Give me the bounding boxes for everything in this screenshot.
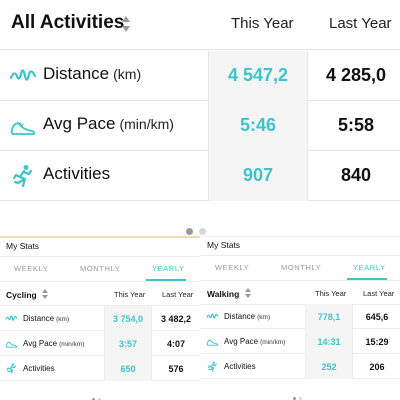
- tab-weekly[interactable]: WEEKLY: [215, 263, 250, 272]
- this-year-cell: [208, 151, 308, 201]
- stat-row-distance: Distance (km) 4 547,2 4 285,0: [0, 51, 400, 101]
- this-year-cell: [104, 331, 152, 356]
- stat-row-activities: Activities 252 206: [201, 354, 400, 379]
- stat-label-activities: Activities: [23, 364, 55, 373]
- page-dot[interactable]: [98, 398, 101, 400]
- sort-updown-icon[interactable]: [42, 289, 48, 299]
- last-year-value-activities: 576: [168, 364, 184, 374]
- tab-weekly[interactable]: WEEKLY: [14, 264, 49, 273]
- stat-row-avg-pace: Avg Pace (min/km) 5:46 5:58: [0, 101, 400, 151]
- column-header-last-year: Last Year: [162, 290, 194, 299]
- active-tab-underline: [146, 279, 186, 281]
- my-stats-panel-walking: My Stats WEEKLY MONTHLY YEARLY Walking T…: [201, 236, 400, 400]
- this-year-value-avg-pace: 14:31: [317, 337, 341, 347]
- stat-label-avg-pace: Avg Pace (min/km): [224, 337, 286, 346]
- stat-label-distance: Distance (km): [224, 312, 271, 321]
- stat-label-distance: Distance (km): [23, 314, 70, 323]
- tab-monthly[interactable]: MONTHLY: [281, 263, 322, 272]
- period-tabs: WEEKLY MONTHLY YEARLY: [0, 256, 199, 282]
- shoe-icon: [10, 122, 36, 135]
- this-year-cell: [104, 356, 152, 381]
- shoe-icon: [206, 339, 219, 346]
- last-year-value-activities: 206: [369, 362, 385, 372]
- stat-label-activities: Activities: [224, 362, 256, 371]
- stat-row-activities: Activities 650 576: [0, 356, 199, 381]
- page-indicator[interactable]: [186, 222, 212, 240]
- this-year-value-distance: 4 547,2: [227, 65, 289, 85]
- shoe-icon: [5, 341, 18, 348]
- activity-filter-title[interactable]: All Activities: [11, 12, 125, 33]
- this-year-value-avg-pace: 3:57: [118, 339, 137, 349]
- page-indicator[interactable]: [92, 388, 104, 400]
- column-header-this-year: This Year: [231, 15, 294, 32]
- column-header-this-year: This Year: [114, 290, 146, 299]
- stat-label-activities: Activities: [43, 164, 111, 183]
- stat-label-avg-pace: Avg Pace (min/km): [43, 114, 174, 133]
- page-dot[interactable]: [299, 397, 302, 400]
- sort-updown-icon[interactable]: [245, 288, 251, 298]
- last-year-value-avg-pace: 5:58: [337, 115, 375, 135]
- stat-row-activities: Activities 907 840: [0, 151, 400, 201]
- page-dot-active[interactable]: [293, 397, 296, 400]
- panel-header-row: Cycling This Year Last Year: [0, 282, 199, 306]
- this-year-value-distance: 3 754,0: [112, 314, 144, 324]
- stat-label-avg-pace: Avg Pace (min/km): [23, 339, 85, 348]
- column-header-last-year: Last Year: [363, 289, 395, 298]
- tab-yearly[interactable]: YEARLY: [152, 264, 185, 273]
- stat-row-avg-pace: Avg Pace (min/km) 3:57 4:07: [0, 331, 199, 356]
- main-stats-header: All Activities This Year Last Year: [0, 0, 400, 50]
- runner-icon: [12, 165, 33, 188]
- panel-title: My Stats: [207, 240, 241, 250]
- column-header-this-year: This Year: [315, 289, 347, 298]
- sort-updown-icon[interactable]: [120, 14, 132, 34]
- stat-row-distance: Distance (km) 778,1 645,6: [201, 304, 400, 329]
- category-selector-cycling[interactable]: Cycling: [6, 290, 37, 300]
- stat-label-distance: Distance (km): [43, 64, 142, 83]
- last-year-value-activities: 840: [340, 165, 372, 185]
- active-tab-underline: [347, 278, 387, 280]
- tab-yearly[interactable]: YEARLY: [353, 263, 386, 272]
- category-selector-walking[interactable]: Walking: [207, 289, 240, 299]
- this-year-cell: [305, 329, 353, 354]
- this-year-cell: [104, 306, 152, 331]
- tab-monthly[interactable]: MONTHLY: [80, 264, 121, 273]
- distance-icon: [10, 69, 36, 81]
- stat-row-avg-pace: Avg Pace (min/km) 14:31 15:29: [201, 329, 400, 354]
- stat-row-distance: Distance (km) 3 754,0 3 482,2: [0, 306, 199, 331]
- this-year-cell: [305, 304, 353, 329]
- distance-icon: [5, 315, 18, 321]
- last-year-value-avg-pace: 15:29: [365, 337, 389, 347]
- this-year-value-activities: 650: [120, 364, 136, 374]
- distance-icon: [206, 313, 219, 319]
- last-year-value-distance: 4 285,0: [325, 65, 387, 85]
- my-stats-panel-cycling: My Stats WEEKLY MONTHLY YEARLY Cycling T…: [0, 236, 200, 400]
- runner-icon: [207, 361, 217, 372]
- last-year-value-avg-pace: 4:07: [166, 339, 185, 349]
- main-stats-card: All Activities This Year Last Year Dista…: [0, 0, 400, 201]
- page-indicator[interactable]: [293, 387, 305, 400]
- page-dot-active[interactable]: [92, 398, 95, 400]
- panel-title: My Stats: [6, 241, 40, 251]
- this-year-value-activities: 252: [321, 362, 337, 372]
- panel-header-row: Walking This Year Last Year: [201, 281, 400, 305]
- last-year-value-distance: 645,6: [365, 312, 389, 322]
- runner-icon: [6, 363, 16, 374]
- period-tabs: WEEKLY MONTHLY YEARLY: [201, 255, 400, 281]
- column-header-last-year: Last Year: [329, 15, 392, 32]
- this-year-value-avg-pace: 5:46: [239, 115, 277, 135]
- this-year-cell: [208, 101, 308, 151]
- last-year-value-distance: 3 482,2: [160, 314, 192, 324]
- this-year-cell: [208, 51, 308, 101]
- page-dot-active[interactable]: [186, 228, 193, 235]
- this-year-value-distance: 778,1: [317, 312, 341, 322]
- this-year-cell: [305, 354, 353, 379]
- this-year-value-activities: 907: [242, 165, 274, 185]
- page-dot[interactable]: [199, 228, 206, 235]
